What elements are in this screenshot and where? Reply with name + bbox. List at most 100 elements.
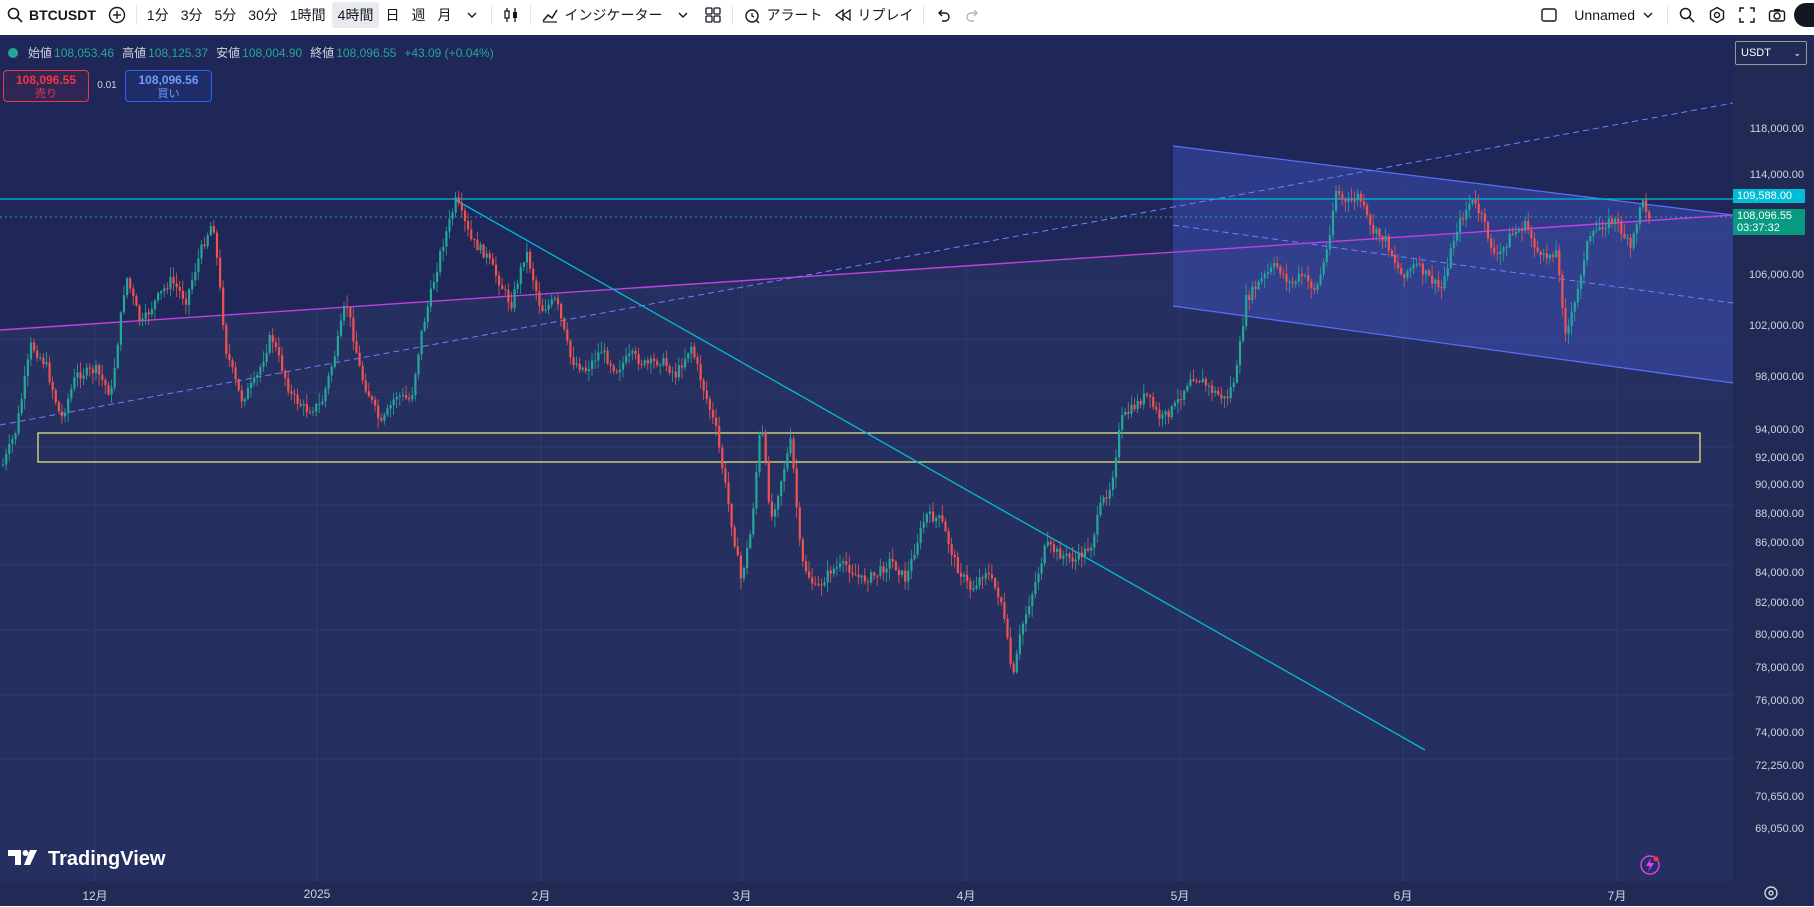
chevron-down-icon [463,6,481,24]
candle-body [1266,272,1269,275]
candle-body [1362,201,1366,206]
price-chart[interactable] [0,35,1733,881]
settings-button[interactable] [1702,0,1732,30]
flash-icon[interactable] [1640,855,1660,875]
fullscreen-button[interactable] [1732,0,1762,30]
buy-button[interactable]: 108,096.56 買い [125,70,212,102]
candle-body [188,289,191,305]
candle-body [761,432,764,435]
candle-body [1561,274,1564,309]
candle-body [1344,199,1347,202]
candle-body [1595,229,1598,231]
templates-button[interactable] [698,0,728,30]
candle-body [987,573,990,575]
candle-body [746,547,749,569]
candle-body [1291,281,1294,284]
candle-body [448,218,451,232]
candle-body [928,511,932,514]
candle-body [566,329,569,341]
candle-body [1139,400,1142,405]
snapshot-button[interactable] [1762,0,1792,30]
candle-body [163,288,166,292]
tradingview-logo[interactable]: TradingView [8,848,165,871]
channel-mid-line [1172,224,1733,304]
candle-body [1570,311,1573,326]
candle-body [98,365,101,375]
redo-button[interactable] [958,0,988,30]
interval-1m[interactable]: 1分 [141,0,175,30]
indicators-button[interactable]: インジケーター [535,0,668,30]
candle-body [603,350,606,353]
candle-body [956,557,959,573]
candle-body [1372,224,1375,234]
candle-body [1567,325,1570,334]
candle-body [516,283,519,289]
layout-button[interactable]: Unnamed [1534,0,1663,30]
candle-body [684,358,687,368]
quick-search-button[interactable] [1672,0,1702,30]
time-axis[interactable]: 12月 2025 2月 3月 4月 5月 6月 7月 [0,881,1733,906]
price-axis-label: 118,000.00 [1749,123,1804,135]
compare-symbol-button[interactable] [102,0,132,30]
undo-button[interactable] [928,0,958,30]
profile-avatar[interactable] [1794,3,1814,27]
candle-body [1152,397,1155,408]
buy-label: 買い [157,88,180,100]
chevron-down-icon [1639,6,1657,24]
candle-body [941,515,944,522]
interval-4h[interactable]: 4時間 [331,2,380,28]
candle-body [1297,273,1300,282]
candle-body [1341,194,1344,200]
interval-1M[interactable]: 月 [431,0,457,30]
candle-body [1539,251,1542,255]
ohlc-legend: 始値 108,053.46 高値 108,125.37 安値 108,004.90 終… [8,44,502,61]
interval-1h[interactable]: 1時間 [284,0,332,30]
indicators-dropdown[interactable] [668,0,698,30]
chart-settings-icon[interactable] [1762,884,1780,902]
candle-body [1610,218,1614,224]
interval-5m[interactable]: 5分 [208,0,242,30]
candle-body [1235,365,1238,383]
plus-circle-icon [108,6,126,24]
candle-body [395,396,398,400]
candle-body [302,404,305,406]
interval-dropdown[interactable] [457,0,487,30]
candle-body [857,574,860,578]
candle-body [643,360,646,365]
candle-body [591,360,594,370]
candle-body [1638,207,1641,225]
candle-body [1536,247,1539,252]
currency-select[interactable]: USDT ⌄ [1735,41,1807,65]
candle-body [1483,213,1486,222]
candle-body [82,375,85,379]
time-axis-label: 2月 [531,889,551,903]
candle-body [1242,326,1245,342]
interval-1d[interactable]: 日 [379,0,405,30]
candle-body [470,229,473,240]
candle-body [1273,263,1276,268]
symbol-search-button[interactable]: BTCUSDT [0,0,102,30]
undo-icon [934,6,952,24]
sell-button[interactable]: 108,096.55 売り [3,70,89,102]
alert-button[interactable]: アラート [737,0,828,30]
chart-type-button[interactable] [496,0,526,30]
candle-body [491,258,494,265]
candle-body [510,302,513,309]
chart-pane[interactable] [0,35,1733,881]
candle-body [711,409,715,418]
price-axis[interactable]: 118,000.00114,000.00110,000.00106,000.00… [1733,35,1814,881]
candle-body [1003,602,1006,619]
candle-body [1077,552,1080,560]
candle-body [876,575,879,577]
candle-body [1428,270,1431,276]
candle-body [219,257,222,288]
candle-body [594,360,597,362]
replay-button[interactable]: リプレイ [828,0,919,30]
interval-1w[interactable]: 週 [405,0,431,30]
candle-body [792,438,795,469]
interval-30m[interactable]: 30分 [242,0,284,30]
candle-body [680,365,684,368]
interval-3m[interactable]: 3分 [175,0,209,30]
candle-body [1158,409,1161,419]
candle-body [1645,200,1648,212]
